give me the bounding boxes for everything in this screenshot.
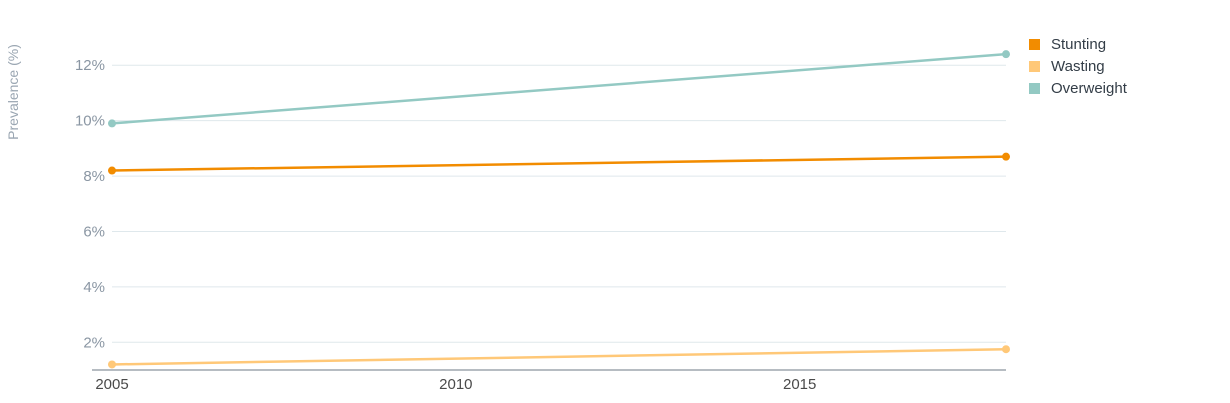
legend-swatch [1029, 38, 1040, 50]
y-tick-label: 6% [83, 223, 105, 240]
data-point [108, 119, 116, 128]
series-line [111, 155, 1007, 172]
legend-label: Wasting [1051, 57, 1105, 75]
x-tick-label: 2005 [95, 376, 128, 393]
y-axis-ticks: 2% 4% 6% 8% 10% 12% [75, 57, 105, 351]
y-tick-label: 4% [83, 279, 105, 296]
y-tick-label: 10% [75, 113, 105, 130]
y-tick-label: 8% [83, 168, 105, 185]
legend-item-wasting[interactable]: Wasting [1029, 55, 1127, 77]
legend-item-stunting[interactable]: Stunting [1029, 33, 1127, 55]
data-point [108, 166, 116, 175]
data-point [1002, 152, 1010, 161]
legend: Stunting Wasting Overweight [1029, 33, 1127, 99]
series-lines [108, 50, 1010, 369]
x-axis-ticks: 2005 2010 2015 [95, 376, 816, 393]
x-tick-label: 2010 [439, 376, 472, 393]
series-wasting [108, 345, 1010, 369]
y-tick-label: 12% [75, 57, 105, 74]
legend-swatch [1029, 60, 1040, 72]
legend-item-overweight[interactable]: Overweight [1029, 77, 1127, 99]
gridlines [112, 64, 1006, 343]
legend-swatch [1029, 82, 1040, 94]
data-point [1002, 345, 1010, 354]
y-tick-label: 2% [83, 334, 105, 351]
data-point [1002, 50, 1010, 59]
series-line [111, 347, 1007, 366]
series-line [111, 52, 1007, 125]
legend-label: Overweight [1051, 79, 1127, 97]
legend-label: Stunting [1051, 35, 1107, 53]
x-tick-label: 2015 [783, 376, 816, 393]
series-overweight [108, 50, 1010, 128]
y-axis-label: Prevalence (%) [5, 44, 21, 140]
data-point [108, 360, 116, 369]
series-stunting [108, 152, 1010, 175]
